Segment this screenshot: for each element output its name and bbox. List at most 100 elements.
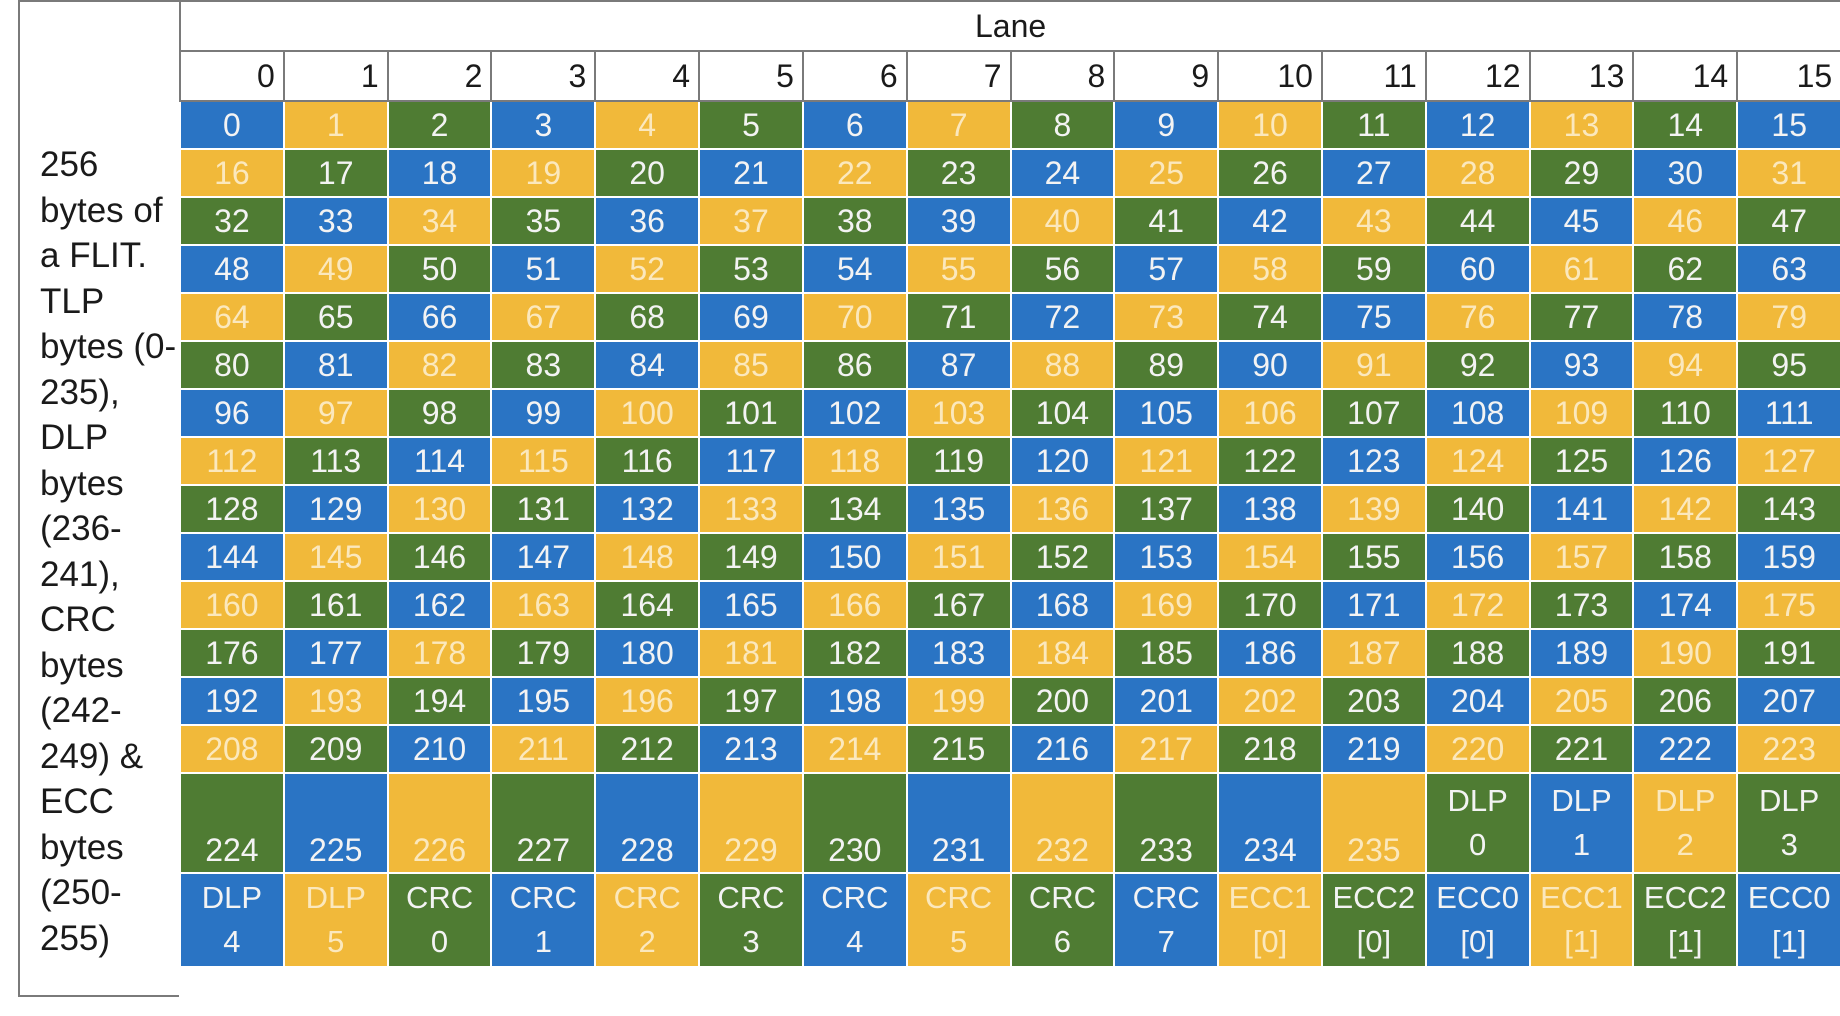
byte-cell-line: CRC bbox=[717, 880, 785, 915]
byte-cell-line: 0 bbox=[430, 924, 449, 959]
byte-cell: 114 bbox=[386, 436, 493, 486]
byte-cell: 3 bbox=[490, 100, 597, 150]
byte-cell: 213 bbox=[698, 724, 804, 774]
byte-cell: 169 bbox=[1113, 580, 1220, 630]
byte-cell: 34 bbox=[386, 196, 493, 246]
byte-cell: 103 bbox=[905, 388, 1012, 438]
byte-cell: 176 bbox=[179, 628, 285, 678]
byte-cell: 197 bbox=[698, 676, 804, 726]
lane-number: 13 bbox=[1528, 50, 1635, 102]
byte-cell: 196 bbox=[594, 676, 701, 726]
lane-number: 15 bbox=[1736, 50, 1840, 102]
byte-cell: 148 bbox=[594, 532, 701, 582]
byte-cell: 123 bbox=[1320, 436, 1427, 486]
byte-cell: 208 bbox=[179, 724, 285, 774]
byte-cell-line: [0] bbox=[1252, 924, 1288, 959]
byte-cell: 136 bbox=[1009, 484, 1116, 534]
byte-cell-line: 230 bbox=[828, 832, 882, 868]
byte-cell: 58 bbox=[1217, 244, 1323, 294]
byte-cell: 219 bbox=[1320, 724, 1427, 774]
byte-cell: 94 bbox=[1632, 340, 1739, 390]
byte-cell: 233 bbox=[1113, 772, 1220, 874]
byte-cell: 121 bbox=[1113, 436, 1220, 486]
byte-cell: 152 bbox=[1009, 532, 1116, 582]
byte-cell: 168 bbox=[1009, 580, 1116, 630]
byte-cell-line: 231 bbox=[931, 832, 986, 868]
byte-cell-line: CRC bbox=[1132, 880, 1200, 915]
byte-cell: 44 bbox=[1424, 196, 1531, 246]
byte-cell: 190 bbox=[1632, 628, 1739, 678]
byte-cell: 55 bbox=[905, 244, 1012, 294]
byte-cell-line: 227 bbox=[516, 832, 571, 868]
byte-cell: 11 bbox=[1320, 100, 1427, 150]
byte-cell: 234 bbox=[1217, 772, 1323, 874]
byte-cell-line: DLP bbox=[201, 880, 263, 915]
byte-cell: 53 bbox=[698, 244, 804, 294]
lane-header-row: Lane bbox=[178, 0, 1840, 52]
byte-cell-line: DLP bbox=[1447, 783, 1508, 818]
byte-cell: 70 bbox=[801, 292, 908, 342]
byte-cell-line: [0] bbox=[1356, 924, 1392, 959]
byte-cell: 1 bbox=[282, 100, 389, 150]
byte-cell-line: 2 bbox=[638, 924, 656, 959]
byte-cell: 23 bbox=[905, 148, 1012, 198]
byte-row: 48 49 50 51 52 53 54 55 56 57 58 59 60 61 62 63 bbox=[179, 244, 1840, 294]
lane-number: 14 bbox=[1632, 50, 1739, 102]
byte-cell: DLP 5 bbox=[282, 872, 389, 968]
byte-cell: 73 bbox=[1113, 292, 1220, 342]
byte-row: 16 17 18 19 20 21 22 23 24 25 26 27 28 29 30 31 bbox=[179, 148, 1840, 198]
byte-cell: 6 bbox=[801, 100, 908, 150]
byte-row: 176 177 178 179 180 181 182 183 184 185 186 187 188 1… bbox=[179, 628, 1840, 678]
byte-cell: 140 bbox=[1424, 484, 1531, 534]
byte-cell-line: [1] bbox=[1668, 924, 1703, 959]
byte-cell: 19 bbox=[490, 148, 597, 198]
byte-cell-line: 234 bbox=[1243, 832, 1297, 868]
byte-cell: 75 bbox=[1320, 292, 1427, 342]
byte-cell: 183 bbox=[905, 628, 1012, 678]
byte-cell: 91 bbox=[1320, 340, 1427, 390]
byte-cell: CRC 1 bbox=[490, 872, 597, 968]
byte-cell: 109 bbox=[1528, 388, 1635, 438]
byte-cell: 203 bbox=[1320, 676, 1427, 726]
byte-cell: 108 bbox=[1424, 388, 1531, 438]
byte-cell: 54 bbox=[801, 244, 908, 294]
byte-cell-line: [0] bbox=[1460, 924, 1495, 959]
byte-cell: 39 bbox=[905, 196, 1012, 246]
byte-cell: 90 bbox=[1217, 340, 1323, 390]
byte-cell: 130 bbox=[386, 484, 493, 534]
byte-cell-line: 5 bbox=[327, 924, 345, 959]
lane-number-row: 0 1 2 3 4 5 6 7 8 9 10 11 12 13 14 15 bbox=[179, 50, 1840, 102]
byte-row: 192 193 194 195 196 197 198 199 200 201 202 203 204 2… bbox=[179, 676, 1840, 726]
byte-cell: 7 bbox=[905, 100, 1012, 150]
byte-cell: 99 bbox=[490, 388, 597, 438]
byte-cell: 228 bbox=[594, 772, 701, 874]
byte-cell: 30 bbox=[1632, 148, 1739, 198]
lane-number: 8 bbox=[1009, 50, 1116, 102]
byte-cell: 177 bbox=[282, 628, 389, 678]
byte-cell-line: DLP bbox=[305, 880, 366, 915]
lane-number: 3 bbox=[490, 50, 597, 102]
byte-row: DLP 4 DLP 5 CRC 0 CRC 1 CRC 2 CRC 3 CRC 4 CRC 5 CRC 6 CRC 7… bbox=[179, 872, 1840, 968]
byte-cell: 81 bbox=[282, 340, 389, 390]
byte-cell: 165 bbox=[698, 580, 804, 630]
byte-cell: 95 bbox=[1736, 340, 1840, 390]
byte-cell-line: 4 bbox=[223, 924, 241, 959]
byte-cell: 224 bbox=[179, 772, 285, 874]
byte-cell: 68 bbox=[594, 292, 701, 342]
byte-row: 0 1 2 3 4 5 6 7 8 9 10 11 12 13 14 15 bbox=[179, 100, 1840, 150]
byte-cell: 205 bbox=[1528, 676, 1635, 726]
byte-cell: 194 bbox=[386, 676, 493, 726]
byte-cell: 48 bbox=[179, 244, 285, 294]
byte-cell: 111 bbox=[1736, 388, 1840, 438]
byte-cell: 87 bbox=[905, 340, 1012, 390]
byte-row: 160 161 162 163 164 165 166 167 168 169 170 171 172 1… bbox=[179, 580, 1840, 630]
byte-cell: 113 bbox=[282, 436, 389, 486]
byte-cell: 210 bbox=[386, 724, 493, 774]
byte-cell: 98 bbox=[386, 388, 493, 438]
byte-cell: 117 bbox=[698, 436, 804, 486]
lane-number: 7 bbox=[905, 50, 1012, 102]
byte-cell: 187 bbox=[1320, 628, 1427, 678]
byte-cell: 25 bbox=[1113, 148, 1220, 198]
byte-row: 128 129 130 131 132 133 134 135 136 137 138 139 140 1… bbox=[179, 484, 1840, 534]
byte-cell: 100 bbox=[594, 388, 701, 438]
